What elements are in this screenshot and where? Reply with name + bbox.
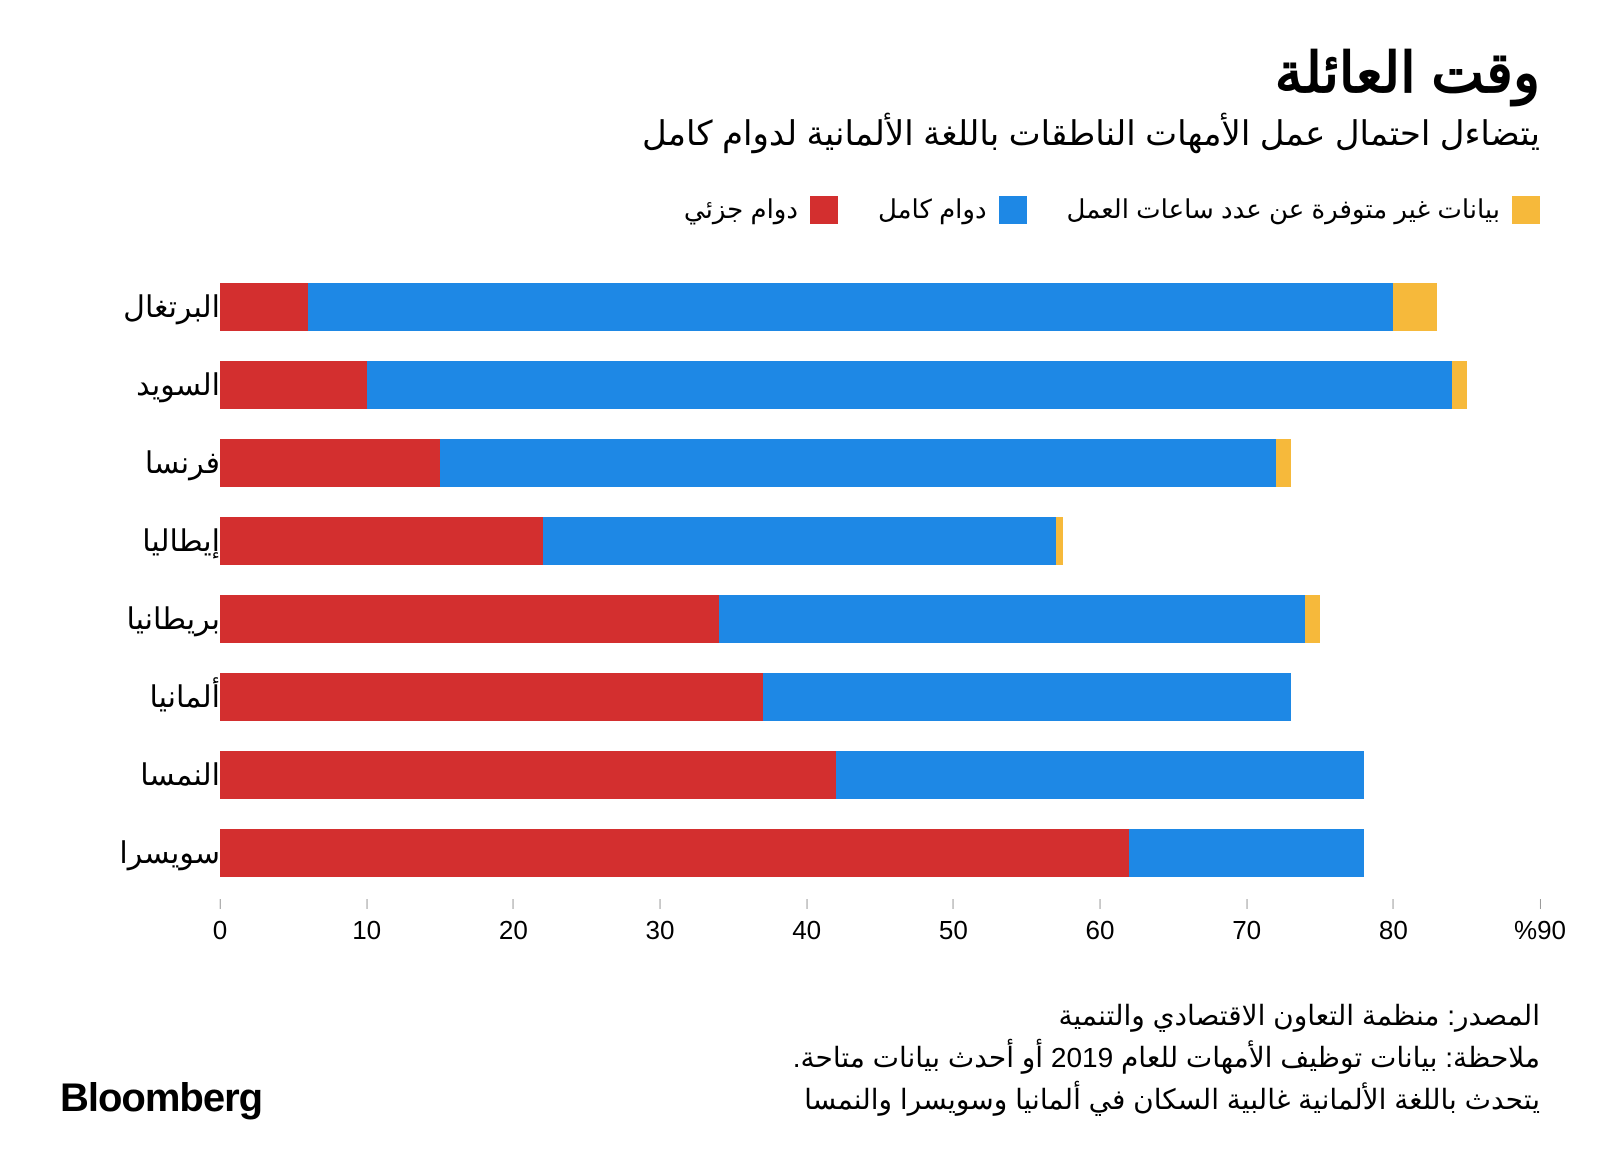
bar-seg-unavailable [1305, 595, 1320, 643]
legend-label: دوام كامل [878, 194, 987, 225]
tick-mark [1393, 899, 1394, 909]
note-line-2: يتحدث باللغة الألمانية غالبية السكان في … [793, 1079, 1540, 1121]
footer: المصدر: منظمة التعاون الاقتصادي والتنمية… [60, 995, 1540, 1121]
chart-row: فرنسا [60, 431, 1540, 495]
chart-row: سويسرا [60, 821, 1540, 885]
axis-tick: 10 [352, 899, 381, 946]
tick-mark [366, 899, 367, 909]
axis-tick: %90 [1514, 899, 1566, 946]
legend-item: دوام كامل [878, 194, 1027, 225]
tick-label: 40 [792, 915, 821, 946]
tick-label: 60 [1086, 915, 1115, 946]
bar-seg-unavailable [1452, 361, 1467, 409]
chart-row: ألمانيا [60, 665, 1540, 729]
bar-seg-part-time [220, 829, 1129, 877]
brand-logo: Bloomberg [60, 1076, 262, 1121]
bar-seg-full-time [367, 361, 1452, 409]
chart-row: البرتغال [60, 275, 1540, 339]
legend-label: دوام جزئي [684, 194, 798, 225]
country-label: إيطاليا [60, 524, 220, 559]
source-line: المصدر: منظمة التعاون الاقتصادي والتنمية [793, 995, 1540, 1037]
chart-row: النمسا [60, 743, 1540, 807]
axis-tick: 60 [1086, 899, 1115, 946]
tick-label: 50 [939, 915, 968, 946]
bar-seg-unavailable [1276, 439, 1291, 487]
axis-tick: 80 [1379, 899, 1408, 946]
tick-label: %90 [1514, 915, 1566, 946]
bar-track [220, 751, 1540, 799]
tick-label: 70 [1232, 915, 1261, 946]
country-label: سويسرا [60, 836, 220, 871]
legend-swatch [999, 196, 1027, 224]
chart-row: السويد [60, 353, 1540, 417]
bar-seg-part-time [220, 673, 763, 721]
chart-row: بريطانيا [60, 587, 1540, 651]
tick-mark [513, 899, 514, 909]
bar-track [220, 361, 1540, 409]
legend: بيانات غير متوفرة عن عدد ساعات العمل دوام… [60, 194, 1540, 225]
bar-seg-full-time [719, 595, 1306, 643]
bar-seg-part-time [220, 595, 719, 643]
country-label: السويد [60, 368, 220, 403]
country-label: بريطانيا [60, 602, 220, 637]
x-axis: 01020304050607080%90 [60, 899, 1540, 949]
tick-label: 20 [499, 915, 528, 946]
tick-mark [806, 899, 807, 909]
tick-mark [659, 899, 660, 909]
bar-track [220, 595, 1540, 643]
bar-seg-full-time [440, 439, 1276, 487]
bar-seg-full-time [836, 751, 1364, 799]
bar-seg-part-time [220, 751, 836, 799]
tick-label: 10 [352, 915, 381, 946]
bar-seg-part-time [220, 517, 543, 565]
bar-seg-part-time [220, 283, 308, 331]
axis-tick: 20 [499, 899, 528, 946]
axis-tick: 70 [1232, 899, 1261, 946]
legend-swatch [810, 196, 838, 224]
tick-mark [1246, 899, 1247, 909]
bar-track [220, 283, 1540, 331]
chart-row: إيطاليا [60, 509, 1540, 573]
tick-label: 30 [646, 915, 675, 946]
chart-area: البرتغال السويد فرنسا إيطاليا بريطانيا ألماني… [60, 275, 1540, 949]
legend-item: بيانات غير متوفرة عن عدد ساعات العمل [1067, 194, 1540, 225]
bar-track [220, 517, 1540, 565]
axis-tick: 30 [646, 899, 675, 946]
axis-tick: 0 [213, 899, 227, 946]
bar-seg-part-time [220, 439, 440, 487]
bar-seg-part-time [220, 361, 367, 409]
chart-subtitle: يتضاءل احتمال عمل الأمهات الناطقات باللغ… [60, 114, 1540, 154]
bar-track [220, 439, 1540, 487]
legend-label: بيانات غير متوفرة عن عدد ساعات العمل [1067, 194, 1500, 225]
bar-seg-unavailable [1056, 517, 1063, 565]
tick-mark [220, 899, 221, 909]
legend-item: دوام جزئي [684, 194, 838, 225]
country-label: ألمانيا [60, 680, 220, 715]
bar-track [220, 673, 1540, 721]
tick-label: 80 [1379, 915, 1408, 946]
bar-seg-full-time [543, 517, 1056, 565]
bar-seg-full-time [308, 283, 1393, 331]
tick-mark [1099, 899, 1100, 909]
tick-mark [953, 899, 954, 909]
tick-mark [1539, 899, 1540, 909]
chart-title: وقت العائلة [60, 40, 1540, 106]
bar-seg-full-time [1129, 829, 1364, 877]
note-line-1: ملاحظة: بيانات توظيف الأمهات للعام 2019 … [793, 1037, 1540, 1079]
bar-track [220, 829, 1540, 877]
axis-tick: 40 [792, 899, 821, 946]
tick-label: 0 [213, 915, 227, 946]
bar-seg-unavailable [1393, 283, 1437, 331]
axis-tick: 50 [939, 899, 968, 946]
bar-seg-full-time [763, 673, 1291, 721]
country-label: البرتغال [60, 290, 220, 325]
country-label: النمسا [60, 758, 220, 793]
country-label: فرنسا [60, 446, 220, 481]
legend-swatch [1512, 196, 1540, 224]
